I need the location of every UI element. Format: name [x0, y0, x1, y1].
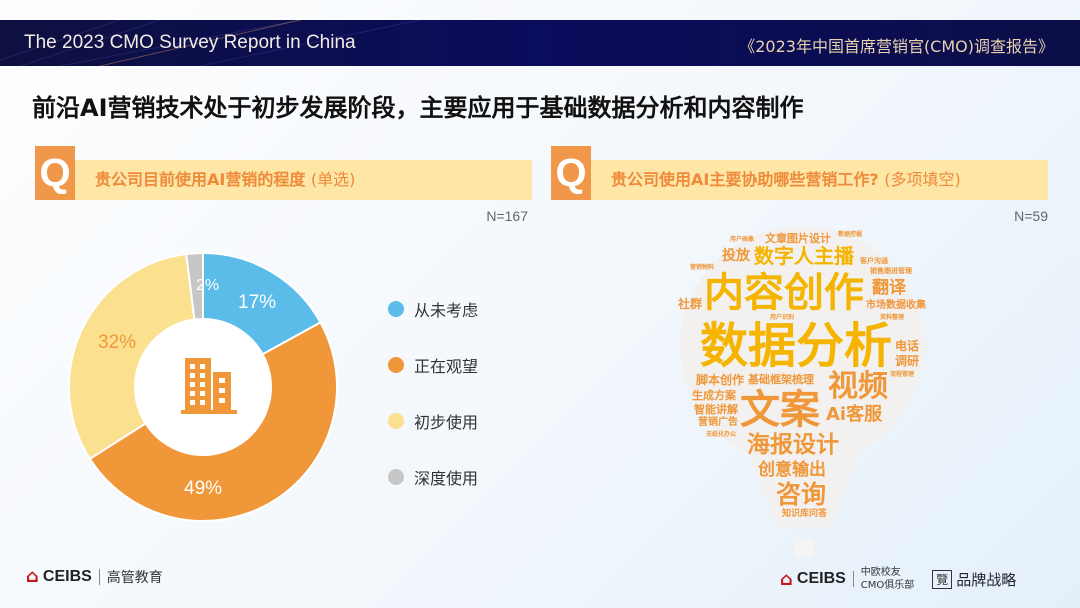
- legend-item: 正在观望: [388, 353, 478, 377]
- word-cloud-term: 翻译: [872, 278, 906, 298]
- label-never: 17%: [238, 292, 277, 313]
- legend-item: 从未考虑: [388, 297, 478, 321]
- word-cloud-term: 流程管理: [890, 371, 915, 378]
- header-bar: The 2023 CMO Survey Report in China 《202…: [0, 20, 1080, 66]
- sample-size-left: N=167: [486, 208, 528, 224]
- club-line2: CMO俱乐部: [860, 580, 915, 591]
- brand-text: CEIBS: [42, 567, 92, 585]
- word-cloud-term: 文案: [740, 387, 820, 433]
- word-cloud-term: 无纸化办公: [706, 431, 737, 438]
- balloon-envelope: [680, 226, 924, 466]
- word-cloud-term: 文章图片设计: [765, 232, 831, 245]
- footer-logo-right: ⌂ CEIBS 中欧校友 CMO俱乐部 覽 品牌战略: [780, 566, 1016, 592]
- legend-swatch: [388, 413, 404, 429]
- word-cloud-term: 基础框架梳理: [748, 373, 814, 386]
- label-initial: 32%: [98, 332, 137, 353]
- report-title-en: The 2023 CMO Survey Report in China: [24, 32, 356, 53]
- word-cloud-term: 调研: [895, 354, 920, 368]
- decorative-lines: [0, 20, 421, 66]
- legend-item: 初步使用: [388, 409, 478, 433]
- word-cloud-term: 数字人主播: [754, 244, 854, 268]
- word-cloud-term: 客户沟通: [860, 257, 888, 265]
- question-type: (多项填空): [884, 170, 961, 189]
- word-cloud-term: 投放: [722, 248, 750, 264]
- partner-logo-icon: 覽: [932, 569, 953, 589]
- legend-swatch: [388, 301, 404, 317]
- word-cloud-term: 内容创作: [704, 270, 864, 316]
- word-cloud-term: 电话: [895, 339, 920, 353]
- word-cloud-term: 营销广告: [698, 417, 738, 428]
- legend-label: 从未考虑: [414, 301, 479, 320]
- word-cloud-term: 市场数据收集: [866, 300, 926, 311]
- word-cloud-term: 用户识别: [770, 314, 795, 321]
- word-cloud-term: 数据挖掘: [838, 231, 863, 238]
- building-icon: [181, 358, 237, 414]
- ceibs-logo-icon: ⌂: [26, 566, 39, 587]
- word-cloud-term: 资料整理: [880, 314, 905, 321]
- word-cloud-term: 智能讲解: [694, 403, 738, 416]
- footer-logo-left: ⌂ CEIBS 高管教育: [26, 566, 163, 587]
- word-cloud-term: 销售跟进管理: [870, 267, 912, 275]
- question-text: 贵公司使用AI主要协助哪些营销工作?: [611, 170, 879, 189]
- q-badge-left: Q: [35, 146, 75, 200]
- word-cloud-term: 数据分析: [700, 318, 893, 374]
- word-cloud-term: 生成方案: [692, 389, 736, 402]
- legend-swatch: [388, 469, 404, 485]
- brand-sub: 高管教育: [106, 569, 163, 586]
- word-cloud-term: 脚本创作: [696, 373, 745, 387]
- brand-text: CEIBS: [796, 570, 846, 587]
- word-cloud-term: 创意输出: [758, 460, 826, 480]
- legend-label: 正在观望: [414, 357, 479, 376]
- question-type: (单选): [310, 170, 356, 189]
- question-left: 贵公司目前使用AI营销的程度 (单选): [75, 160, 532, 200]
- word-cloud-term: 视频: [828, 369, 888, 404]
- word-cloud-term: 营销物料: [690, 264, 715, 271]
- word-cloud-term: Ai客服: [826, 404, 883, 425]
- legend-item: 深度使用: [388, 465, 478, 489]
- word-cloud-term: 知识库问答: [782, 509, 828, 519]
- sample-size-right: N=59: [1014, 208, 1048, 224]
- label-deep: 2%: [196, 277, 220, 294]
- legend-label: 深度使用: [414, 469, 479, 488]
- legend-label: 初步使用: [414, 413, 479, 432]
- word-cloud-term: 用户画像: [730, 236, 755, 243]
- partner-text: 品牌战略: [956, 570, 1017, 589]
- label-watching: 49%: [184, 478, 223, 499]
- word-cloud-term: 咨询: [776, 480, 827, 509]
- page-title: 前沿AI营销技术处于初步发展阶段，主要应用于基础数据分析和内容制作: [32, 94, 804, 122]
- club-line1: 中欧校友: [860, 567, 901, 578]
- ceibs-logo-icon: ⌂: [780, 568, 793, 590]
- q-badge-right: Q: [551, 146, 591, 200]
- question-right: 贵公司使用AI主要协助哪些营销工作? (多项填空): [591, 160, 1048, 200]
- legend-swatch: [388, 357, 404, 373]
- word-cloud-term: 社群: [678, 297, 703, 311]
- word-cloud-term: 海报设计: [747, 432, 839, 458]
- report-title-cn: 《2023年中国首席营销官(CMO)调查报告》: [739, 37, 1054, 56]
- balloon-basket: [794, 538, 814, 558]
- question-text: 贵公司目前使用AI营销的程度: [95, 170, 306, 189]
